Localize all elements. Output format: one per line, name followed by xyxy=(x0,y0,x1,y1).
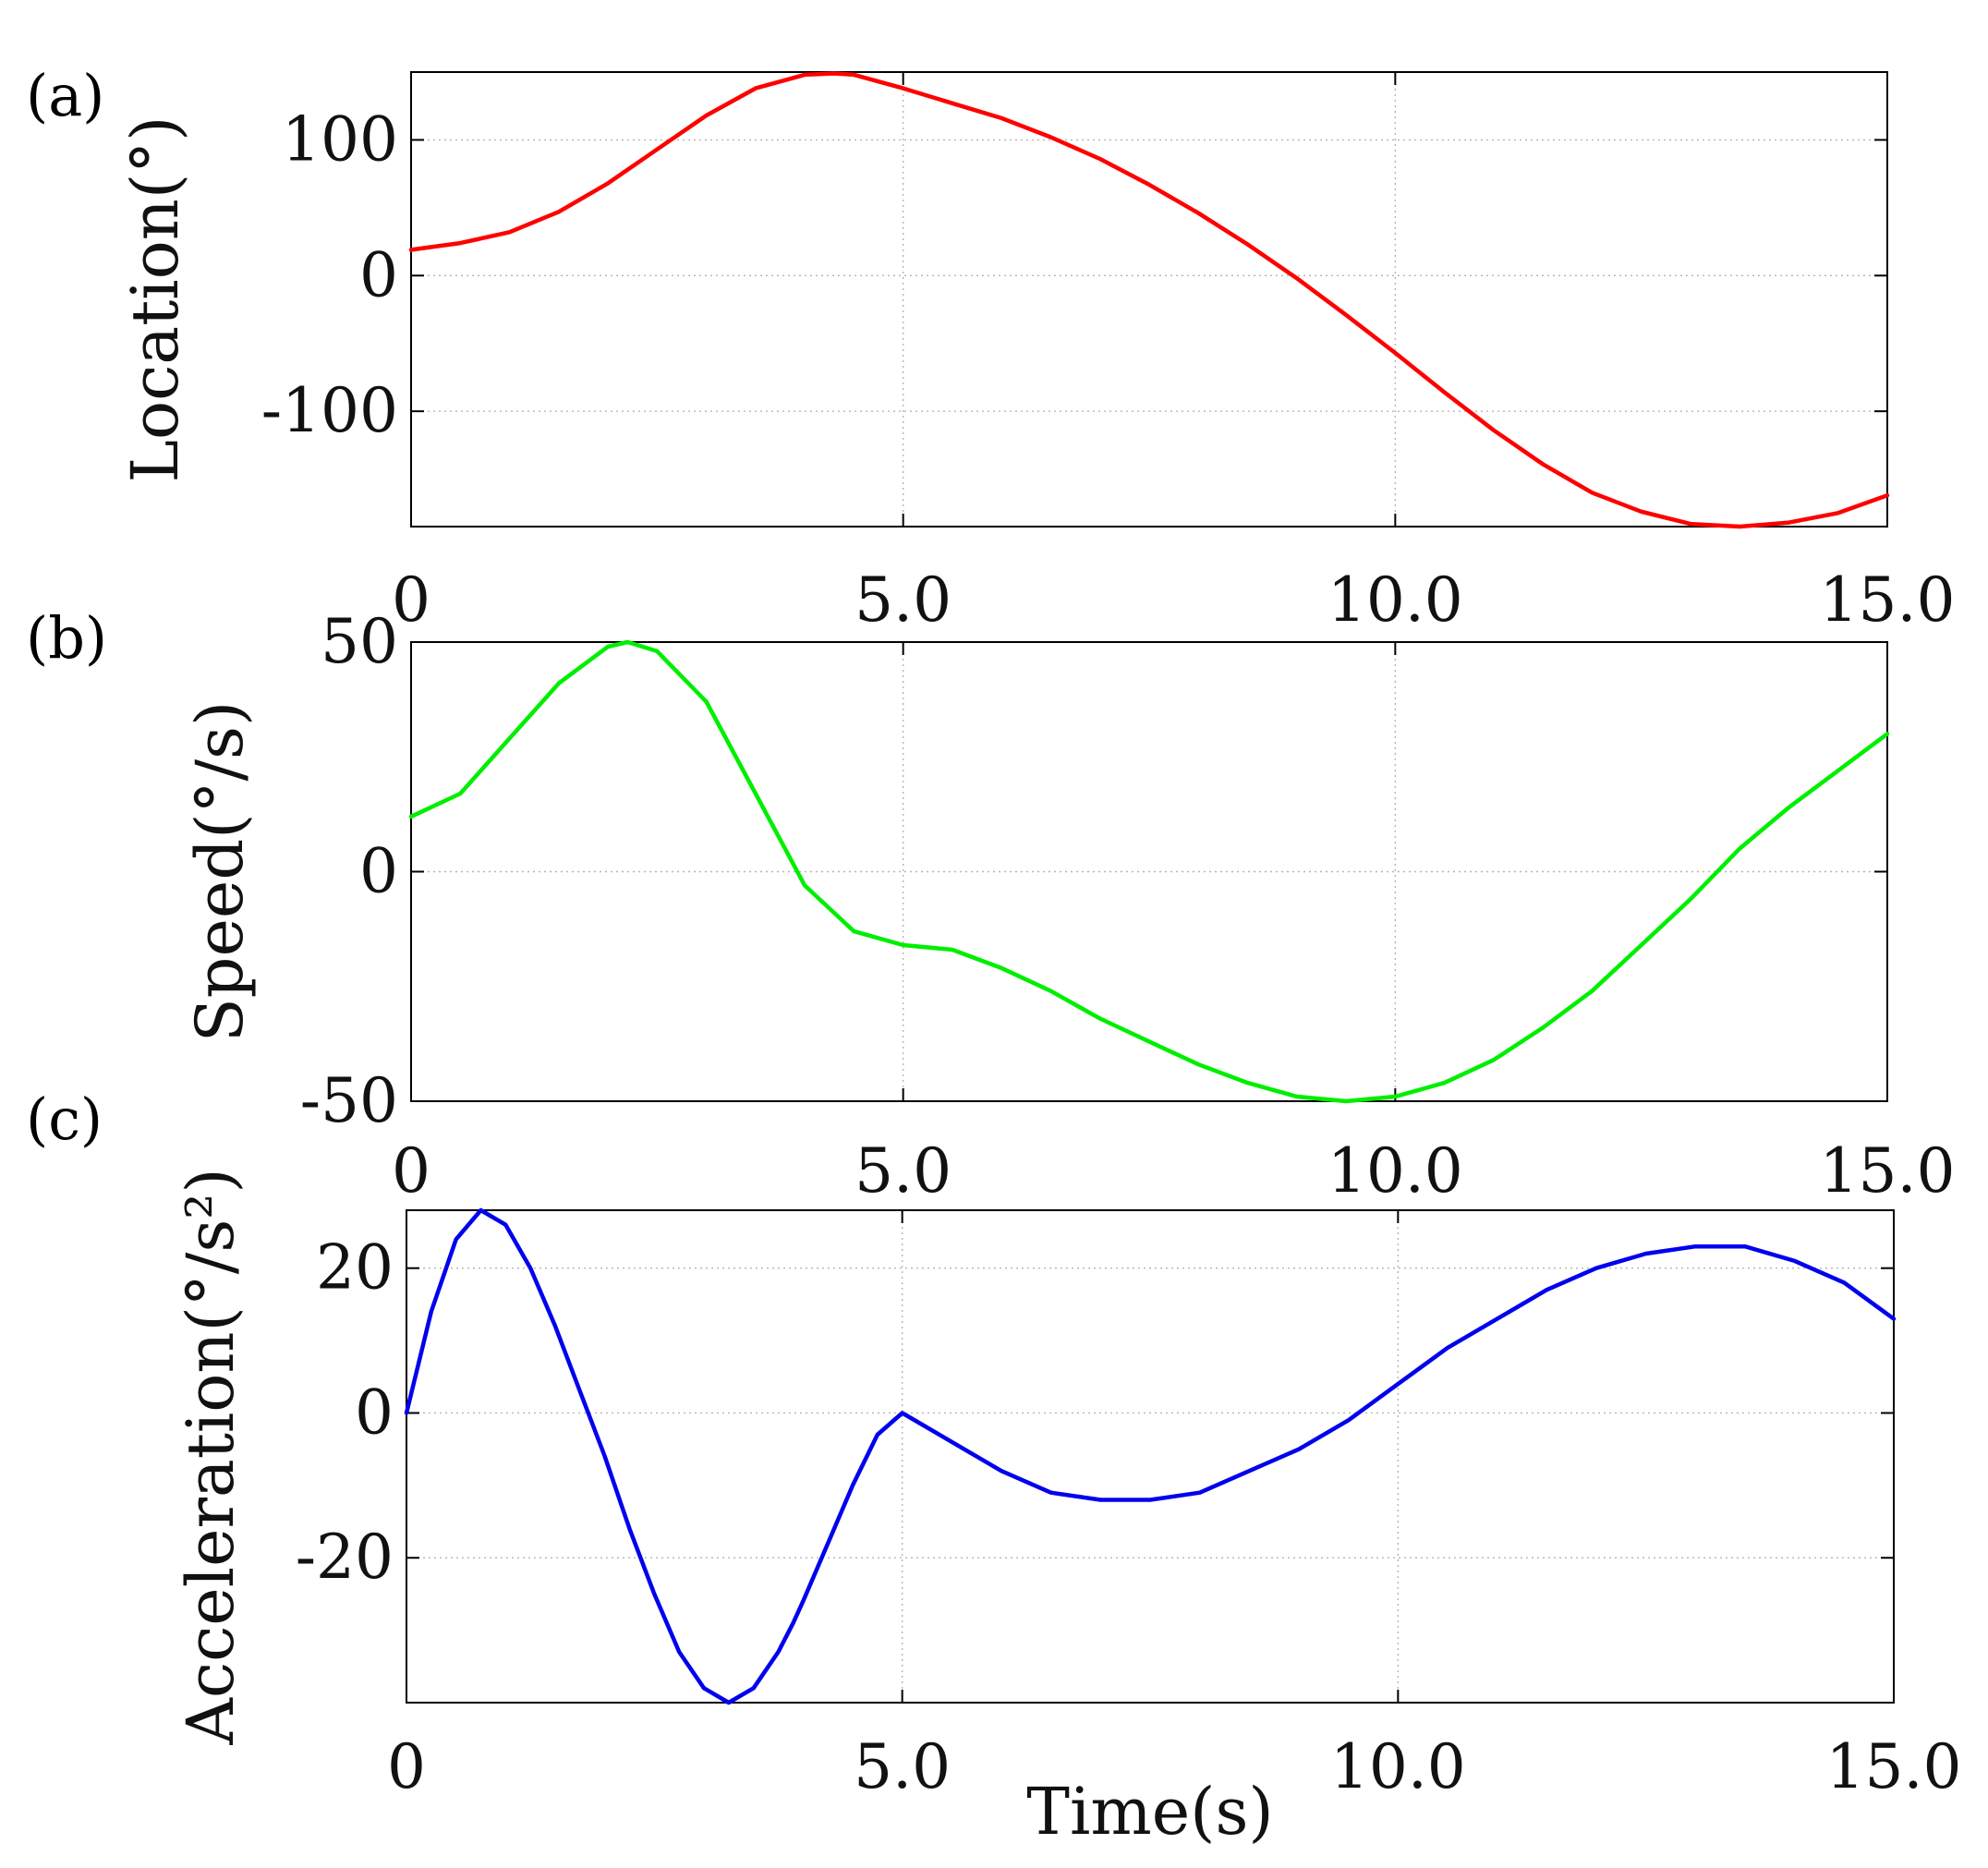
panel-b-y-tick-label: 0 xyxy=(359,836,398,907)
panel-c-y-tick-label: 0 xyxy=(355,1377,394,1448)
panel-a-location-chart: 100 0 -100 0 5.0 10.0 15.0 Location(°)(a) xyxy=(26,62,1955,636)
panel-b-y-axis-label: Speed(°/s) xyxy=(182,701,258,1043)
panel-a-location-line xyxy=(408,71,1890,529)
panel-c-axes-frame xyxy=(406,1209,1895,1704)
panel-c-label: (c) xyxy=(26,1086,103,1153)
panel-b-x-tick-label: 15.0 xyxy=(1820,1135,1956,1207)
panel-c-x-tick-label: 15.0 xyxy=(1826,1731,1962,1802)
panel-c-x-axis-label: Time(s) xyxy=(1026,1774,1273,1850)
panel-a-axes-frame xyxy=(410,71,1888,528)
panel-a-label: (a) xyxy=(26,62,104,129)
panel-a-y-tick-label: -100 xyxy=(261,375,398,446)
panel-c-y-tick-label: 20 xyxy=(316,1232,394,1304)
panel-b-y-tick-label: 50 xyxy=(321,606,398,677)
panel-b-y-tick-label: -50 xyxy=(300,1065,398,1136)
panel-a-x-tick-label: 10.0 xyxy=(1327,564,1463,636)
panel-a-x-tick-label: 15.0 xyxy=(1820,564,1956,636)
panel-c-acceleration-chart: 20 0 -20 0 5.0 10.0 15.0 Acceleration(°/s²) Time… xyxy=(26,1086,1961,1850)
panel-a-y-tick-label: 100 xyxy=(282,103,398,175)
panel-c-y-axis-label: Acceleration(°/s²) xyxy=(173,1168,248,1745)
panel-b-label: (b) xyxy=(26,604,107,672)
panel-c-acceleration-line xyxy=(404,1207,1897,1705)
panel-a-x-tick-label: 0 xyxy=(392,564,430,636)
panel-c-x-tick-label: 0 xyxy=(387,1731,426,1802)
panel-b-speed-line xyxy=(408,639,1890,1104)
panel-b-x-tick-label: 5.0 xyxy=(855,1135,952,1207)
panel-a-x-tick-label: 5.0 xyxy=(855,564,952,636)
panel-c-x-tick-label: 5.0 xyxy=(854,1731,951,1802)
panel-a-y-tick-label: 0 xyxy=(359,239,398,310)
panel-a-y-axis-label: Location(°) xyxy=(117,116,193,483)
panel-b-x-tick-label: 0 xyxy=(392,1135,430,1207)
panel-c-y-tick-label: -20 xyxy=(296,1522,394,1593)
panel-b-x-tick-label: 10.0 xyxy=(1327,1135,1463,1207)
panel-c-x-tick-label: 10.0 xyxy=(1330,1731,1466,1802)
